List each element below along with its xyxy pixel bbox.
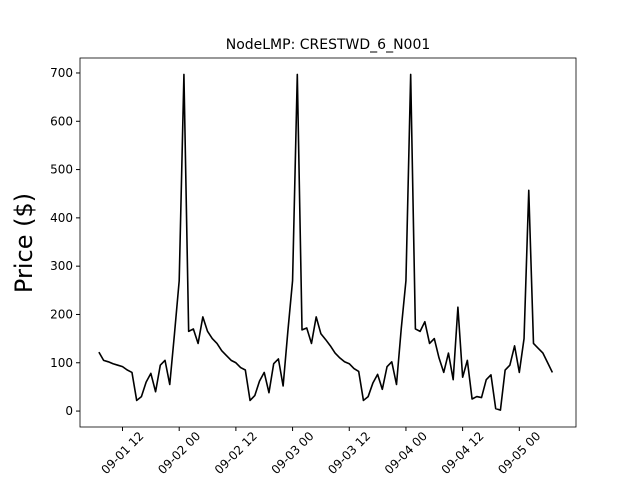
x-tick-label: 09-04 00 (382, 429, 430, 477)
y-tick-label: 600 (50, 114, 73, 128)
y-tick-label: 400 (50, 211, 73, 225)
y-tick-label: 100 (50, 356, 73, 370)
price-line (98, 73, 554, 411)
x-tick-label: 09-05 00 (495, 429, 543, 477)
y-tick-label: 300 (50, 259, 73, 273)
y-tick-label: 0 (65, 404, 73, 418)
x-tick-label: 09-01 12 (98, 429, 146, 477)
x-tick-label: 09-02 00 (155, 429, 203, 477)
x-tick-label: 09-03 00 (269, 429, 317, 477)
y-tick-label: 500 (50, 163, 73, 177)
chart-title: NodeLMP: CRESTWD_6_N001 (226, 37, 431, 53)
y-tick-label: 200 (50, 307, 73, 321)
x-tick-label: 09-04 12 (439, 429, 487, 477)
x-tick-label: 09-03 12 (325, 429, 373, 477)
plot-frame (79, 57, 577, 428)
y-axis-label: Price ($) (10, 193, 38, 293)
x-tick-label: 09-02 12 (212, 429, 260, 477)
y-tick-label: 700 (50, 66, 73, 80)
